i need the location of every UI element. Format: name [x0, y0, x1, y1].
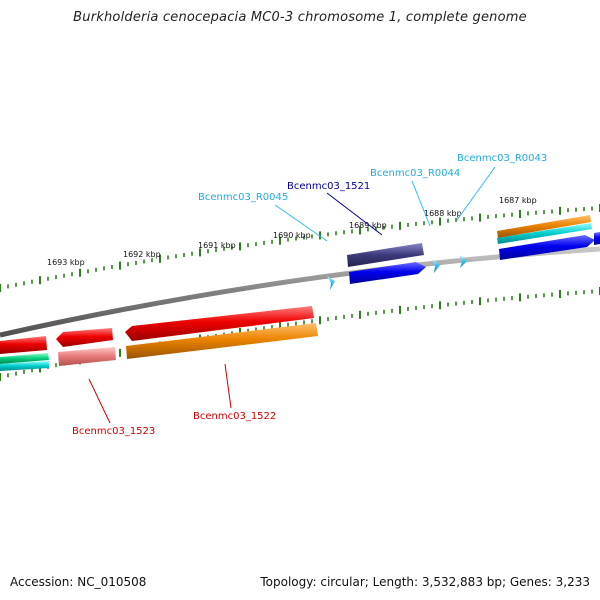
scale-label-1692: 1692 kbp [123, 250, 161, 259]
trna-r0043[interactable] [459, 255, 467, 268]
gene-teal-upper[interactable] [497, 223, 592, 244]
gene-blue-upper-right[interactable] [499, 235, 595, 260]
label-1523[interactable]: Bcenmc03_1523 [72, 426, 155, 437]
label-1521[interactable]: Bcenmc03_1521 [287, 181, 370, 192]
accession-text: Accession: NC_010508 [10, 575, 147, 589]
gene-orange-upper[interactable] [497, 215, 591, 238]
leader-1523 [88, 378, 111, 424]
gene-teal-left[interactable] [0, 361, 49, 371]
gene-labels: Bcenmc03_R0043 Bcenmc03_R0044 Bcenmc03_1… [72, 153, 547, 437]
label-1522[interactable]: Bcenmc03_1522 [193, 411, 276, 422]
scale-label-1690: 1690 kbp [273, 231, 311, 240]
scale-labels: 1687 kbp 1688 kbp 1689 kbp 1690 kbp 1691… [47, 196, 537, 267]
outer-tick-track [0, 204, 600, 292]
gene-bcenmc03-1522[interactable] [126, 323, 318, 359]
gene-green-left[interactable] [0, 353, 49, 364]
genome-backbone [0, 246, 600, 338]
label-r0044[interactable]: Bcenmc03_R0044 [370, 168, 460, 179]
gene-red-mid[interactable] [56, 328, 113, 347]
leader-r0045 [274, 204, 328, 242]
scale-label-1689: 1689 kbp [349, 221, 387, 230]
gene-bcenmc03-1523[interactable] [58, 347, 116, 366]
leader-1521 [326, 192, 383, 236]
forward-strand-features [327, 215, 600, 290]
leader-r0043 [456, 166, 496, 221]
gene-blue-cds[interactable] [349, 262, 426, 284]
trna-r0045[interactable] [327, 276, 335, 290]
reverse-strand-features [0, 306, 318, 371]
scale-label-1691: 1691 kbp [198, 241, 236, 250]
map-title: Burkholderia cenocepacia MC0-3 chromosom… [73, 10, 527, 25]
topology-text: Topology: circular; Length: 3,532,883 bp… [260, 575, 590, 589]
gene-blue-upper-edge[interactable] [594, 232, 600, 245]
label-r0043[interactable]: Bcenmc03_R0043 [457, 153, 547, 164]
trna-r0044[interactable] [432, 259, 440, 273]
gene-bcenmc03-1522-red[interactable] [125, 306, 314, 341]
scale-label-1693: 1693 kbp [47, 258, 85, 267]
scale-label-1688: 1688 kbp [424, 209, 462, 218]
label-r0045[interactable]: Bcenmc03_R0045 [198, 192, 288, 203]
gene-red-left[interactable] [0, 336, 47, 354]
leader-r0044 [411, 180, 431, 227]
gene-bcenmc03-1521[interactable] [347, 243, 424, 267]
leader-1522 [224, 363, 232, 409]
scale-label-1687: 1687 kbp [499, 196, 537, 205]
